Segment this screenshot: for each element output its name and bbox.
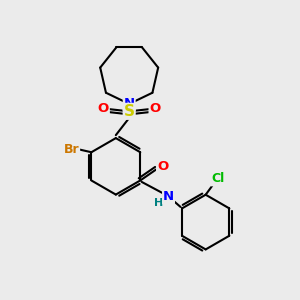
Text: O: O bbox=[157, 160, 168, 173]
Text: N: N bbox=[163, 190, 174, 203]
Text: H: H bbox=[154, 198, 163, 208]
Text: S: S bbox=[124, 104, 135, 119]
Text: N: N bbox=[124, 98, 135, 110]
Text: O: O bbox=[149, 102, 161, 115]
Text: Br: Br bbox=[64, 143, 79, 156]
Text: O: O bbox=[98, 102, 109, 115]
Text: Cl: Cl bbox=[211, 172, 224, 185]
